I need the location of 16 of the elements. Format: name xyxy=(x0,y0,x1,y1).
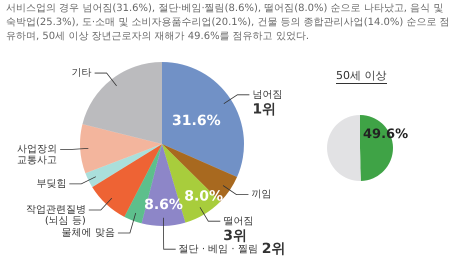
slice-label: 끼임 xyxy=(251,189,272,200)
slice-label: 절단 · 베임 · 찔림 xyxy=(178,244,258,255)
slice-label: 기타 xyxy=(72,68,92,79)
text: 3위 xyxy=(223,228,248,244)
data-label: 8.0% xyxy=(184,188,224,204)
data-label: 31.6% xyxy=(172,113,221,130)
slice-label: 부딪힘 xyxy=(36,178,66,190)
slice-label: 떨어짐 xyxy=(223,216,254,227)
text: 2위 xyxy=(262,240,286,257)
chart-title: 50세 이상 xyxy=(336,68,386,84)
slice-label: 물체에 맞음 xyxy=(62,228,115,239)
text: 1위 xyxy=(252,101,276,118)
slice-label: 넘어짐 xyxy=(252,89,282,100)
slice-label: 작업관련질병 (뇌심 등) xyxy=(26,204,86,227)
chart-title: 서비스업의 경우 넘어짐(31.6%), 절단·베임·찔림(8.6%), 떨어짐(8.0%) 순으로 나타났고, 음식 및 숙박업(25.3%), 도·소매 및 소비자용품수리업(20.1%), 건물 등의 종합관리사업(14.0%) 순으로 점유하며, 50세 이상 장년근로자의 재해가 49.6%를 점유하고 있었다. xyxy=(6,2,451,44)
slice-label: 사업장외 교통사고 xyxy=(17,144,58,166)
